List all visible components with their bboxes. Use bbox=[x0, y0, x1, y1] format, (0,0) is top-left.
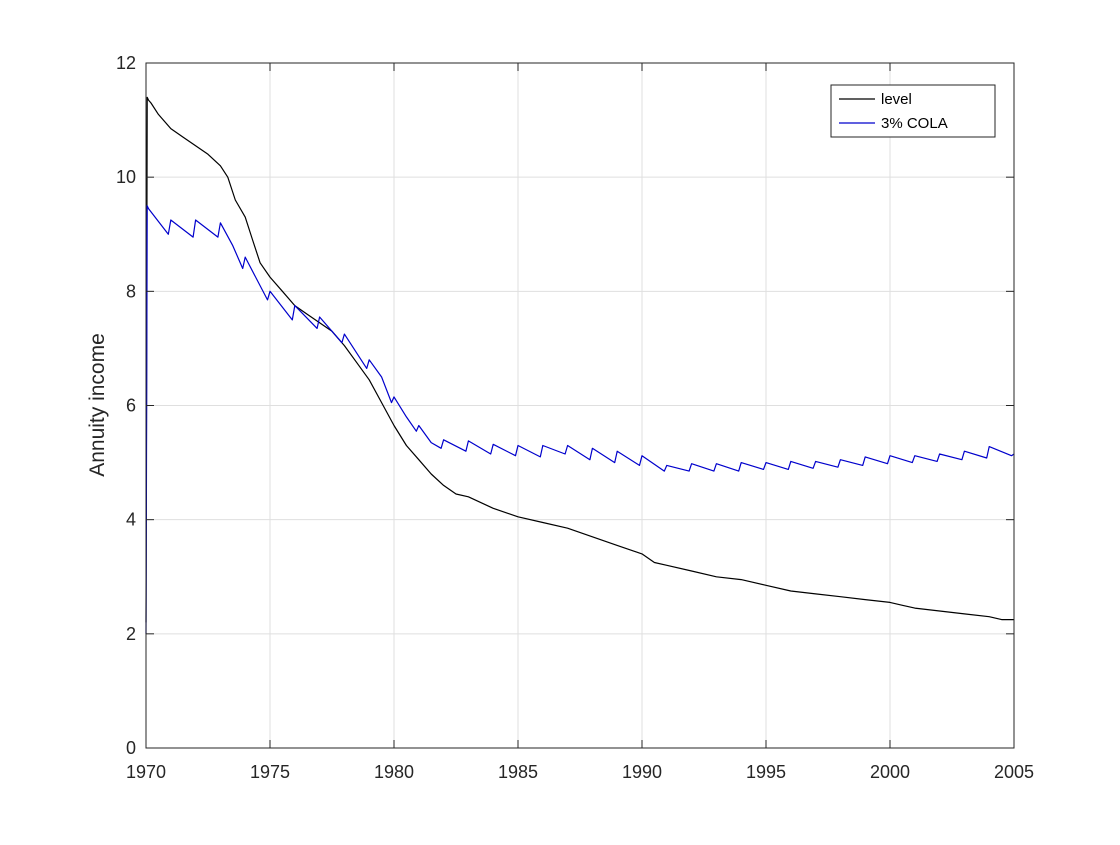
y-tick-label: 8 bbox=[126, 281, 136, 301]
x-tick-label: 1970 bbox=[126, 762, 166, 782]
y-tick-label: 12 bbox=[116, 53, 136, 73]
x-tick-label: 1995 bbox=[746, 762, 786, 782]
y-tick-label: 4 bbox=[126, 510, 136, 530]
series-line-cola bbox=[145, 205, 1015, 634]
y-axis-label: Annuity income bbox=[86, 333, 109, 477]
legend-box bbox=[830, 84, 996, 138]
axis-ticks: 1970 1975 1980 1985 1990 1995 2000 2005 0 2 4 6 8 10 1… bbox=[116, 53, 1034, 782]
x-tick-label: 1980 bbox=[374, 762, 414, 782]
series-group bbox=[145, 96, 1015, 634]
legend-label: level bbox=[881, 91, 912, 108]
legend: level 3% COLA bbox=[830, 84, 996, 138]
x-tick-label: 1975 bbox=[250, 762, 290, 782]
x-tick-label: 2000 bbox=[870, 762, 910, 782]
x-tick-label: 1990 bbox=[622, 762, 662, 782]
series-line-level bbox=[145, 96, 1014, 623]
legend-label: 3% COLA bbox=[881, 115, 948, 132]
x-tick-label: 2005 bbox=[994, 762, 1034, 782]
x-tick-label: 1985 bbox=[498, 762, 538, 782]
y-tick-label: 6 bbox=[126, 396, 136, 416]
y-tick-label: 0 bbox=[126, 738, 136, 758]
y-tick-label: 2 bbox=[126, 624, 136, 644]
y-tick-label: 10 bbox=[116, 167, 136, 187]
